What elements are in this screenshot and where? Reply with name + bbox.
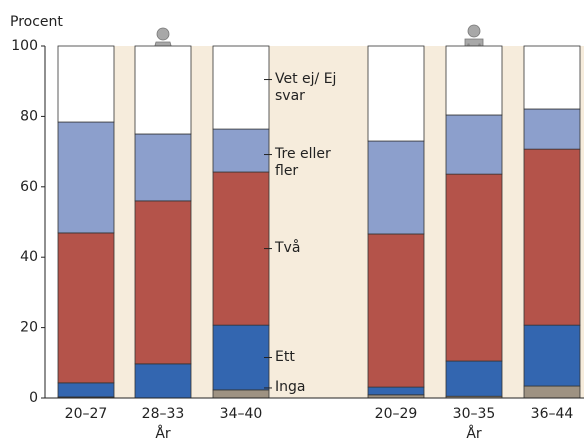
x-axis-label: År — [155, 425, 171, 442]
bar-segment — [523, 108, 581, 150]
series-label: Två — [275, 239, 301, 256]
plot-background — [113, 46, 584, 398]
bar-segment — [367, 233, 425, 388]
bar-segment — [523, 324, 581, 387]
x-tick-label: 28–33 — [142, 406, 185, 422]
x-tick-label: 34–40 — [220, 406, 263, 422]
series-label: Ett — [275, 348, 295, 365]
y-tick-label: 40 — [20, 249, 38, 265]
bar-segment — [445, 114, 503, 175]
y-tick-label: 100 — [11, 38, 38, 54]
bar-segment — [134, 45, 192, 135]
y-tick-label: 80 — [20, 108, 38, 124]
x-tick-label: 20–27 — [65, 406, 108, 422]
x-tick-label: 30–35 — [453, 406, 496, 422]
series-label: Inga — [275, 378, 306, 395]
series-label: Vet ej/ Ej svar — [275, 70, 337, 104]
bar-segment — [134, 133, 192, 202]
bar-segment — [212, 128, 270, 173]
bar-segment — [134, 363, 192, 399]
bar-segment — [445, 45, 503, 116]
y-tick-label: 20 — [20, 320, 38, 336]
bar-segment — [367, 386, 425, 396]
bar-segment — [57, 45, 115, 123]
y-tick-label: 60 — [20, 179, 38, 195]
y-axis-label: Procent — [10, 14, 63, 30]
bar-segment — [523, 148, 581, 326]
bar-segment — [212, 389, 270, 399]
x-tick-label: 20–29 — [375, 406, 418, 422]
bar-segment — [445, 360, 503, 397]
bar-segment — [445, 173, 503, 362]
bar-segment — [212, 45, 270, 130]
series-label: Tre eller fler — [275, 145, 331, 179]
x-axis-label: År — [466, 425, 482, 442]
bar-segment — [57, 232, 115, 384]
bar-segment — [523, 385, 581, 399]
x-tick-label: 36–44 — [531, 406, 574, 422]
bar-segment — [367, 140, 425, 235]
bar-segment — [367, 45, 425, 142]
bar-segment — [57, 382, 115, 398]
bar-segment — [212, 171, 270, 326]
y-tick-label: 0 — [29, 390, 38, 406]
bar-segment — [57, 121, 115, 234]
bar-segment — [212, 324, 270, 391]
bar-segment — [523, 45, 581, 110]
bar-segment — [134, 200, 192, 365]
